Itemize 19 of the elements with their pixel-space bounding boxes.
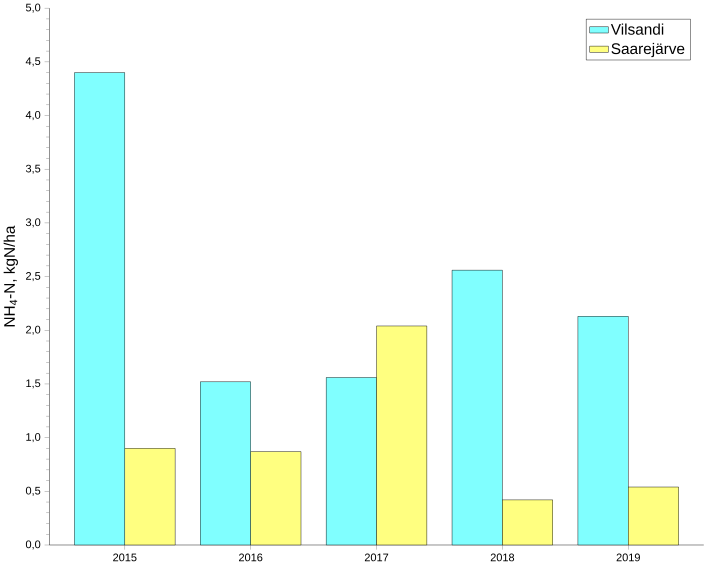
y-tick-label: 4,0 <box>26 111 40 120</box>
x-tick-label: 2015 <box>113 554 137 562</box>
y-tick-label: 4,5 <box>26 57 40 66</box>
legend-label: Vilsandi <box>610 24 664 35</box>
y-tick-label: 5,0 <box>26 4 40 13</box>
y-tick-label: 1,5 <box>26 379 40 388</box>
y-tick-label: 3,0 <box>26 218 40 228</box>
y-axis-title: NH$_{4}$-N, kgN/ha <box>4 226 18 326</box>
x-tick-label: 2017 <box>364 554 388 562</box>
y-tick-label: 2,0 <box>26 326 40 335</box>
y-tick-label: 0,0 <box>26 540 40 550</box>
x-tick-label: 2018 <box>490 554 514 562</box>
y-tick-label: 3,5 <box>26 164 40 174</box>
y-tick-label: 2,5 <box>26 272 40 282</box>
y-tick-label: 0,5 <box>26 486 40 496</box>
x-tick-label: 2019 <box>616 554 640 562</box>
y-tick-label: 1,0 <box>26 433 40 442</box>
legend-label: Saarejärve <box>612 42 684 58</box>
x-tick-label: 2016 <box>239 554 262 562</box>
